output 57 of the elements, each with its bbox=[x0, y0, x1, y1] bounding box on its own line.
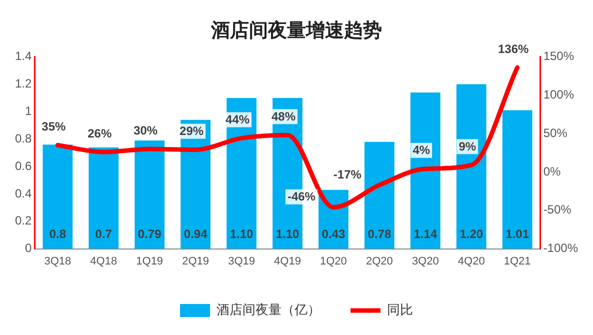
data-label: 1.14 bbox=[414, 227, 438, 242]
x-tick-label: 1Q19 bbox=[136, 255, 164, 268]
data-label: 0.94 bbox=[184, 227, 208, 242]
data-label: 9% bbox=[458, 139, 476, 154]
y-tick-label: 1 bbox=[24, 104, 32, 118]
chart-title: 酒店间夜量增速趋势 bbox=[210, 20, 382, 42]
x-tick-label: 1Q21 bbox=[504, 255, 531, 268]
data-label: 1.10 bbox=[230, 227, 254, 242]
y2-tick-label: -100% bbox=[543, 241, 578, 256]
data-label: 1.01 bbox=[506, 227, 530, 242]
legend-label: 同比 bbox=[387, 302, 413, 318]
bar bbox=[456, 84, 486, 249]
data-label: 29% bbox=[180, 124, 204, 138]
data-label: 1.20 bbox=[460, 227, 484, 242]
data-label: -46% bbox=[287, 190, 316, 204]
y-tick-label: 0.2 bbox=[14, 214, 32, 228]
data-label: 0.8 bbox=[49, 227, 66, 242]
bar bbox=[88, 147, 119, 249]
data-label: -17% bbox=[333, 167, 362, 182]
data-label: 48% bbox=[271, 109, 296, 124]
y-tick-label: 1.2 bbox=[14, 76, 32, 91]
x-tick-label: 3Q20 bbox=[412, 255, 439, 268]
x-tick-label: 4Q20 bbox=[458, 255, 485, 268]
y2-tick-label: -50% bbox=[543, 202, 572, 217]
legend-label: 酒店间夜量（亿） bbox=[216, 302, 320, 318]
y-tick-label: 1.4 bbox=[14, 49, 32, 64]
x-tick-label: 4Q19 bbox=[274, 255, 301, 268]
y2-tick-label: 150% bbox=[543, 49, 574, 64]
data-label: 136% bbox=[498, 42, 529, 56]
y-tick-label: 0.4 bbox=[14, 186, 32, 200]
x-tick-label: 1Q20 bbox=[320, 255, 347, 268]
y2-tick-label: 100% bbox=[543, 88, 574, 102]
y-tick-label: 0.8 bbox=[14, 131, 32, 146]
data-label: 35% bbox=[42, 119, 66, 134]
data-label: 1.10 bbox=[276, 227, 300, 242]
data-label: 30% bbox=[134, 123, 158, 138]
x-tick-label: 2Q20 bbox=[366, 255, 393, 268]
bar bbox=[410, 92, 440, 249]
y-tick-label: 0 bbox=[24, 241, 32, 256]
bar bbox=[134, 140, 165, 249]
bar bbox=[502, 110, 532, 249]
data-label: 0.43 bbox=[322, 227, 346, 242]
data-label: 0.7 bbox=[95, 227, 112, 242]
x-tick-label: 4Q18 bbox=[90, 255, 118, 268]
x-tick-label: 3Q18 bbox=[44, 255, 72, 268]
y2-tick-label: 50% bbox=[543, 126, 568, 140]
x-tick-label: 3Q19 bbox=[228, 255, 255, 268]
x-tick-label: 2Q19 bbox=[182, 255, 210, 268]
data-label: 44% bbox=[226, 112, 250, 127]
data-label: 0.79 bbox=[138, 227, 162, 242]
y-tick-label: 0.6 bbox=[14, 158, 32, 173]
data-label: 4% bbox=[412, 143, 430, 158]
bar bbox=[364, 142, 394, 249]
data-label: 0.78 bbox=[368, 227, 392, 242]
data-label: 26% bbox=[88, 126, 112, 140]
y2-tick-label: 0% bbox=[543, 164, 561, 178]
bar bbox=[42, 144, 73, 249]
